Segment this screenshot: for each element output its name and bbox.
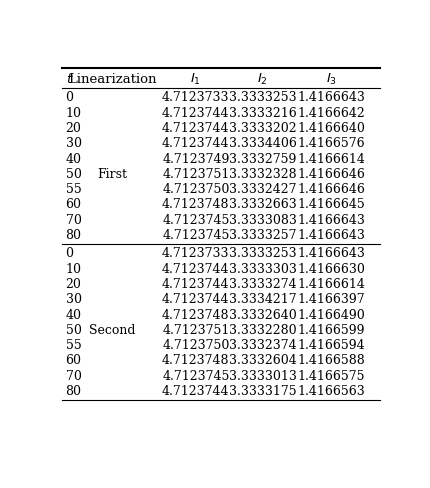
Text: 3.3332374: 3.3332374: [228, 339, 296, 352]
Text: $I_1$: $I_1$: [190, 72, 201, 87]
Text: 0: 0: [65, 91, 74, 104]
Text: 4.7123748: 4.7123748: [162, 199, 229, 211]
Text: 4.7123744: 4.7123744: [162, 106, 229, 120]
Text: 70: 70: [65, 370, 81, 383]
Text: 3.3333083: 3.3333083: [228, 214, 296, 227]
Text: Second: Second: [89, 324, 135, 337]
Text: 3.3333013: 3.3333013: [228, 370, 296, 383]
Text: 4.7123748: 4.7123748: [162, 308, 229, 322]
Text: 3.3333202: 3.3333202: [228, 122, 296, 135]
Text: 4.7123744: 4.7123744: [162, 293, 229, 306]
Text: 3.3333257: 3.3333257: [228, 229, 296, 242]
Text: 1.4166640: 1.4166640: [297, 122, 364, 135]
Text: Linearization: Linearization: [68, 73, 156, 86]
Text: 80: 80: [65, 385, 81, 398]
Text: 1.4166575: 1.4166575: [297, 370, 364, 383]
Text: 3.3334406: 3.3334406: [228, 137, 296, 150]
Text: 1.4166642: 1.4166642: [297, 106, 364, 120]
Text: 3.3332280: 3.3332280: [228, 324, 296, 337]
Text: 55: 55: [65, 183, 81, 196]
Text: 4.7123745: 4.7123745: [162, 214, 229, 227]
Text: 1.4166630: 1.4166630: [297, 263, 364, 276]
Text: 4.7123750: 4.7123750: [162, 183, 229, 196]
Text: 40: 40: [65, 308, 81, 322]
Text: 3.3332663: 3.3332663: [228, 199, 296, 211]
Text: 1.4166643: 1.4166643: [297, 229, 364, 242]
Text: 4.7123744: 4.7123744: [162, 278, 229, 291]
Text: First: First: [97, 168, 127, 181]
Text: 50: 50: [65, 168, 81, 181]
Text: 10: 10: [65, 263, 81, 276]
Text: 3.3333216: 3.3333216: [228, 106, 296, 120]
Text: 3.3333175: 3.3333175: [228, 385, 296, 398]
Text: 4.7123745: 4.7123745: [162, 370, 229, 383]
Text: 1.4166576: 1.4166576: [297, 137, 364, 150]
Text: 70: 70: [65, 214, 81, 227]
Text: 3.3333253: 3.3333253: [228, 247, 296, 261]
Text: 3.3333303: 3.3333303: [228, 263, 296, 276]
Text: 4.7123748: 4.7123748: [162, 354, 229, 367]
Text: 4.7123751: 4.7123751: [162, 324, 229, 337]
Text: 20: 20: [65, 122, 81, 135]
Text: 1.4166614: 1.4166614: [297, 153, 364, 165]
Text: 20: 20: [65, 278, 81, 291]
Text: 4.7123745: 4.7123745: [162, 229, 229, 242]
Text: 0: 0: [65, 247, 74, 261]
Text: 4.7123751: 4.7123751: [162, 168, 229, 181]
Text: 1.4166643: 1.4166643: [297, 214, 364, 227]
Text: 4.7123749: 4.7123749: [162, 153, 229, 165]
Text: 1.4166643: 1.4166643: [297, 247, 364, 261]
Text: 3.3332759: 3.3332759: [228, 153, 296, 165]
Text: $I_2$: $I_2$: [257, 72, 267, 87]
Text: 1.4166645: 1.4166645: [297, 199, 364, 211]
Text: 4.7123733: 4.7123733: [162, 247, 229, 261]
Text: 1.4166614: 1.4166614: [297, 278, 364, 291]
Text: 10: 10: [65, 106, 81, 120]
Text: 1.4166643: 1.4166643: [297, 91, 364, 104]
Text: 1.4166599: 1.4166599: [297, 324, 364, 337]
Text: 80: 80: [65, 229, 81, 242]
Text: 50: 50: [65, 324, 81, 337]
Text: 55: 55: [65, 339, 81, 352]
Text: 4.7123733: 4.7123733: [162, 91, 229, 104]
Text: 4.7123744: 4.7123744: [162, 263, 229, 276]
Text: $I_3$: $I_3$: [325, 72, 336, 87]
Text: 3.3334217: 3.3334217: [228, 293, 296, 306]
Text: 60: 60: [65, 354, 81, 367]
Text: 3.3332328: 3.3332328: [228, 168, 296, 181]
Text: 3.3333274: 3.3333274: [228, 278, 296, 291]
Text: 30: 30: [65, 137, 81, 150]
Text: 4.7123744: 4.7123744: [162, 385, 229, 398]
Text: 40: 40: [65, 153, 81, 165]
Text: $t$: $t$: [65, 73, 73, 86]
Text: 1.4166490: 1.4166490: [297, 308, 364, 322]
Text: 30: 30: [65, 293, 81, 306]
Text: 1.4166594: 1.4166594: [297, 339, 364, 352]
Text: 1.4166563: 1.4166563: [297, 385, 364, 398]
Text: 4.7123750: 4.7123750: [162, 339, 229, 352]
Text: 1.4166397: 1.4166397: [297, 293, 364, 306]
Text: 1.4166646: 1.4166646: [297, 168, 364, 181]
Text: 4.7123744: 4.7123744: [162, 137, 229, 150]
Text: 60: 60: [65, 199, 81, 211]
Text: 3.3332640: 3.3332640: [228, 308, 296, 322]
Text: 3.3332604: 3.3332604: [228, 354, 296, 367]
Text: 3.3332427: 3.3332427: [228, 183, 296, 196]
Text: 1.4166646: 1.4166646: [297, 183, 364, 196]
Text: 4.7123744: 4.7123744: [162, 122, 229, 135]
Text: 3.3333253: 3.3333253: [228, 91, 296, 104]
Text: 1.4166588: 1.4166588: [297, 354, 364, 367]
